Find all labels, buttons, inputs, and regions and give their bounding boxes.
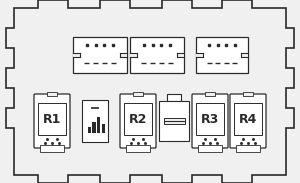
Bar	[73, 53, 80, 57]
Bar	[73, 37, 127, 73]
Bar	[167, 94, 181, 101]
Bar	[101, 124, 105, 133]
Bar	[130, 37, 184, 73]
Text: R4: R4	[239, 113, 257, 126]
Bar	[196, 37, 248, 73]
Bar	[38, 103, 66, 135]
Bar	[205, 92, 215, 96]
Text: R2: R2	[129, 113, 147, 126]
Bar	[130, 53, 137, 57]
Bar	[198, 145, 222, 152]
Bar	[243, 92, 254, 96]
FancyBboxPatch shape	[34, 94, 70, 148]
FancyBboxPatch shape	[120, 94, 156, 148]
Bar	[196, 103, 224, 135]
Bar	[46, 92, 57, 96]
Text: R3: R3	[201, 113, 219, 126]
Bar	[236, 145, 260, 152]
Bar	[164, 118, 184, 124]
Bar	[120, 53, 127, 57]
Bar	[159, 101, 189, 141]
Text: R1: R1	[43, 113, 61, 126]
Bar	[88, 127, 92, 133]
Bar	[133, 92, 143, 96]
Bar	[124, 103, 152, 135]
Bar	[82, 100, 108, 142]
Bar	[40, 145, 64, 152]
Polygon shape	[6, 0, 294, 183]
FancyBboxPatch shape	[230, 94, 266, 148]
Bar	[126, 145, 150, 152]
FancyBboxPatch shape	[192, 94, 228, 148]
Bar	[196, 53, 203, 57]
Bar	[241, 53, 248, 57]
Bar	[92, 122, 96, 133]
Bar	[234, 103, 262, 135]
Bar	[97, 117, 101, 133]
Bar	[177, 53, 184, 57]
